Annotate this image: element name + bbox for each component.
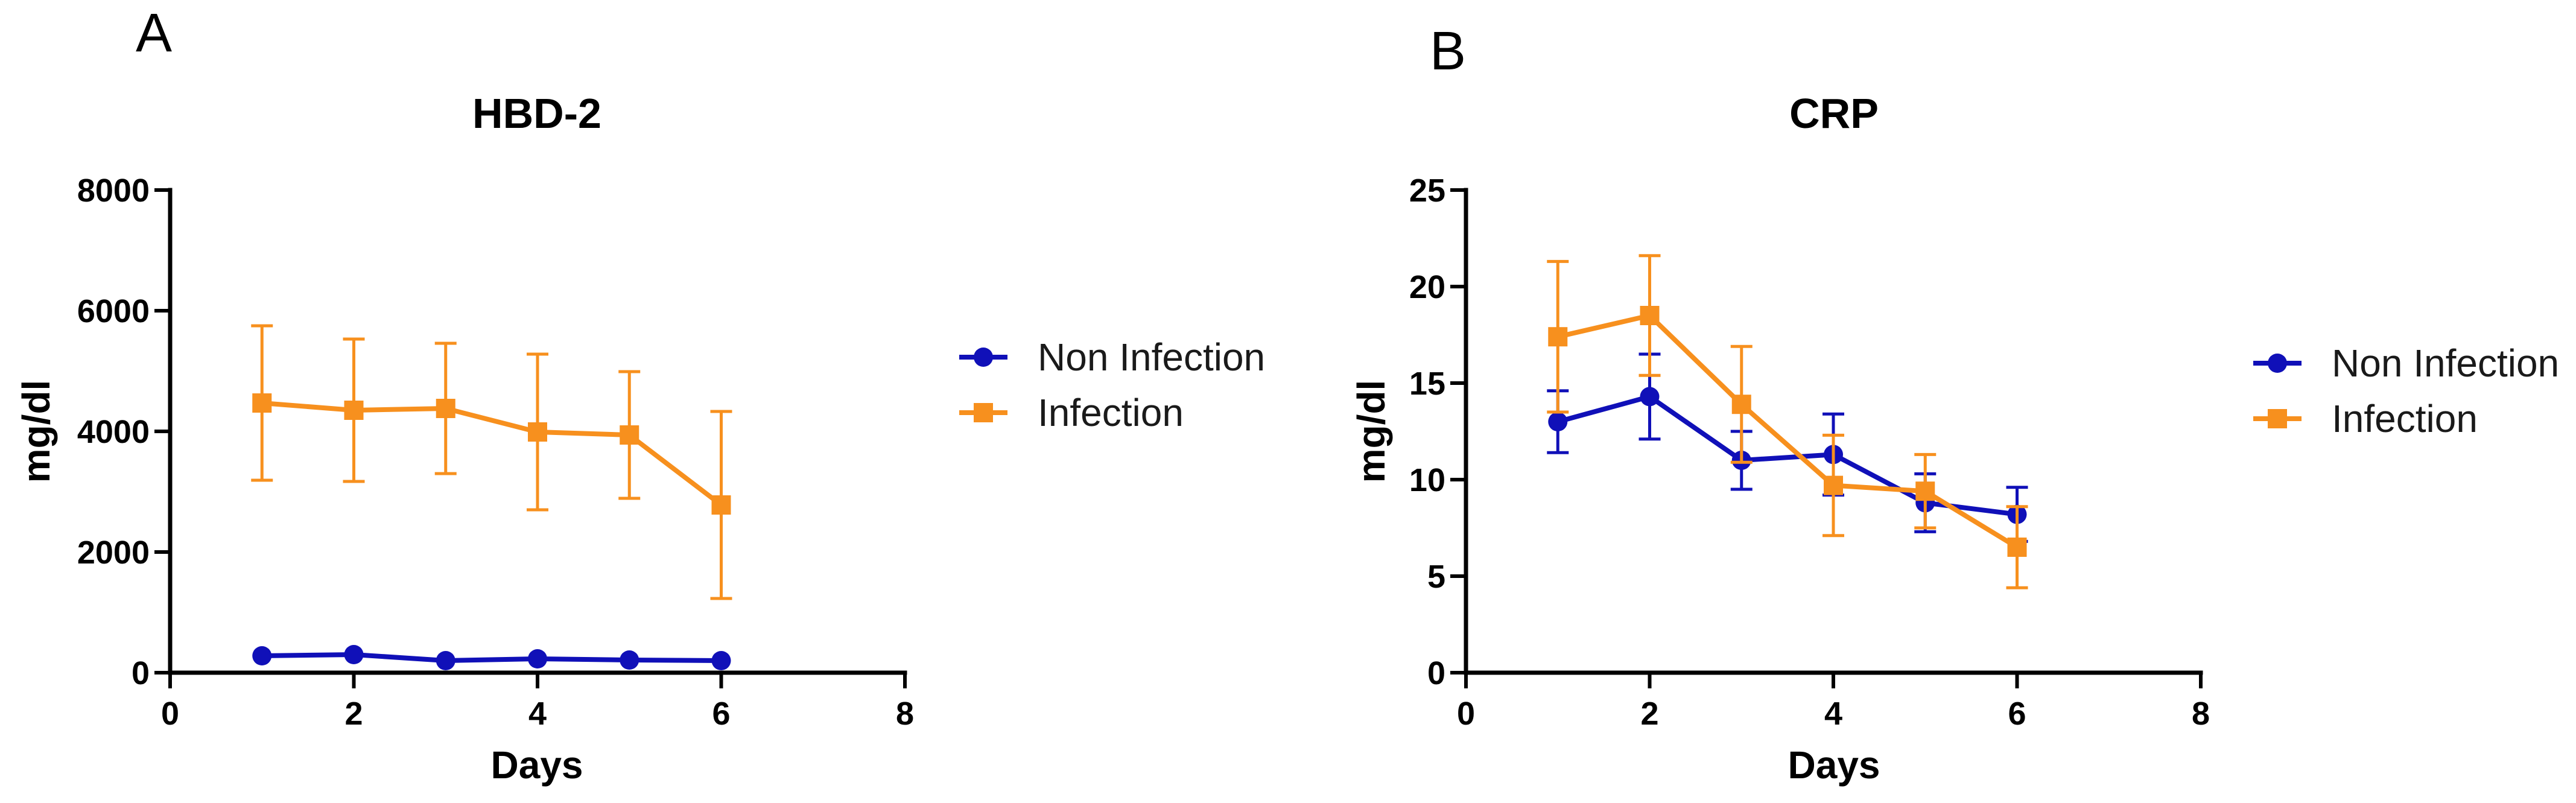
y-tick-label: 0 <box>1427 655 1445 691</box>
data-point <box>620 650 639 670</box>
data-point <box>436 399 455 418</box>
legend-marker <box>2268 409 2287 428</box>
legend-label: Infection <box>1038 391 1184 434</box>
data-point <box>252 646 272 665</box>
legend-marker <box>974 348 993 367</box>
y-tick-label: 5 <box>1427 559 1445 595</box>
data-point <box>1731 395 1751 414</box>
legend-a: Non Infection Infection <box>959 335 1265 434</box>
y-tick-label: 8000 <box>77 173 150 209</box>
legend-label: Non Infection <box>2332 341 2559 385</box>
y-axis-label-b: mg/dl <box>1350 380 1393 483</box>
y-tick-label: 0 <box>132 655 150 691</box>
data-point <box>252 393 272 413</box>
data-point <box>1548 412 1568 431</box>
data-point <box>1548 327 1568 347</box>
x-tick-label: 8 <box>896 696 914 732</box>
plot-area-b: 0 5 10 15 20 25 0 2 4 6 8 <box>1409 173 2210 732</box>
y-tick-label: 10 <box>1409 462 1445 498</box>
data-point <box>1915 481 1935 501</box>
legend-label: Non Infection <box>1038 335 1265 379</box>
data-point <box>344 645 364 664</box>
y-tick-label: 6000 <box>77 293 150 329</box>
series-line-non-infection <box>262 652 722 663</box>
panel-letter-b: B <box>1430 21 1466 81</box>
x-axis-label-b: Days <box>1788 743 1880 787</box>
panel-a: A HBD-2 Days mg/dl 0 2000 4000 6000 8000 0 2 4 6… <box>14 3 1265 787</box>
chart-title-crp: CRP <box>1789 90 1879 137</box>
legend-label: Infection <box>2332 397 2478 440</box>
x-tick-label: 2 <box>344 696 363 732</box>
data-point <box>528 422 547 442</box>
y-tick-label: 4000 <box>77 414 150 450</box>
legend-marker <box>974 403 993 422</box>
data-point <box>1824 475 1843 495</box>
data-point <box>711 495 731 515</box>
data-point <box>344 401 364 420</box>
series-line-infection <box>1557 313 2019 550</box>
x-axis-label-a: Days <box>491 743 583 787</box>
series-line-infection <box>261 401 723 507</box>
data-point <box>1640 306 1660 325</box>
y-tick-label: 2000 <box>77 535 150 571</box>
data-point <box>711 651 731 670</box>
legend-marker <box>2268 354 2287 373</box>
data-point <box>2007 538 2027 557</box>
panel-letter-a: A <box>136 3 172 63</box>
x-tick-label: 0 <box>1457 696 1475 732</box>
x-tick-label: 4 <box>1824 696 1842 732</box>
data-point <box>1640 387 1660 407</box>
x-tick-label: 2 <box>1640 696 1658 732</box>
data-point <box>620 425 639 445</box>
y-tick-label: 15 <box>1409 366 1445 402</box>
plot-area-a: 0 2000 4000 6000 8000 0 2 4 6 8 <box>77 173 914 732</box>
x-tick-label: 0 <box>161 696 179 732</box>
panel-b: B CRP Days mg/dl 0 5 10 15 20 25 0 2 4 6 8 Non Inf… <box>1350 21 2559 787</box>
y-tick-label: 20 <box>1409 269 1445 305</box>
data-point <box>436 651 455 670</box>
x-tick-label: 6 <box>712 696 730 732</box>
chart-title-hbd2: HBD-2 <box>472 90 601 137</box>
x-tick-label: 4 <box>528 696 547 732</box>
series-line-non-infection <box>1557 394 2018 517</box>
legend-b: Non Infection Infection <box>2253 341 2559 440</box>
x-tick-label: 8 <box>2192 696 2210 732</box>
data-point <box>528 649 547 668</box>
x-tick-label: 6 <box>2008 696 2026 732</box>
y-axis-label-a: mg/dl <box>14 380 58 483</box>
y-tick-label: 25 <box>1409 173 1445 209</box>
